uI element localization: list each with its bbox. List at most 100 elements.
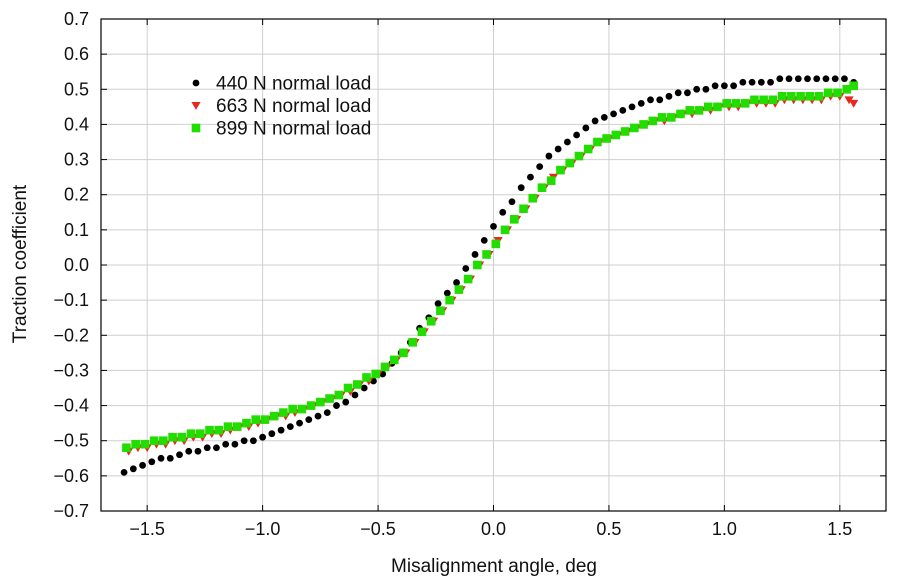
data-point (676, 109, 685, 119)
y-tick-label: −0.1 (53, 290, 89, 310)
data-point (519, 204, 528, 214)
data-point (647, 96, 654, 104)
data-point (297, 404, 307, 414)
data-point (305, 416, 313, 424)
data-point (223, 422, 233, 431)
data-point (342, 398, 350, 406)
data-point (602, 134, 611, 143)
data-point (480, 237, 488, 244)
data-point (351, 391, 359, 399)
data-point (185, 447, 193, 455)
data-point (380, 362, 390, 372)
data-point (148, 458, 156, 466)
data-point (750, 95, 759, 105)
data-point (194, 447, 202, 455)
data-point (656, 96, 664, 104)
data-point (849, 99, 859, 108)
legend-marker (191, 123, 201, 133)
data-point (260, 415, 270, 424)
data-point (684, 89, 691, 97)
data-point (713, 102, 722, 112)
y-tick-label: 0.5 (64, 79, 89, 99)
data-point (785, 75, 793, 83)
x-tick-label: −0.5 (360, 519, 396, 539)
data-point (240, 437, 248, 445)
data-point (814, 92, 824, 101)
data-point (443, 289, 451, 297)
data-point (833, 88, 842, 98)
x-tick-label: 0.0 (481, 519, 506, 539)
data-point (334, 390, 344, 400)
data-point (222, 440, 230, 448)
data-point (205, 425, 214, 435)
data-point (232, 422, 242, 431)
data-point (120, 468, 128, 476)
data-point (509, 215, 519, 224)
data-point (279, 408, 288, 417)
data-point (249, 437, 257, 445)
data-point (591, 117, 599, 125)
data-point (841, 75, 848, 83)
y-tick-labels: −0.7 −0.6 −0.5 −0.4 −0.3 −0.2 −0.1 0.0 0.1 0.2 0.3… (53, 9, 89, 521)
data-point (306, 401, 316, 410)
data-point (389, 355, 399, 365)
data-point (473, 260, 482, 270)
data-point (730, 82, 738, 90)
data-point (666, 113, 676, 122)
data-point (314, 412, 322, 420)
data-point (528, 193, 538, 203)
data-point (574, 151, 584, 161)
data-point (159, 436, 168, 446)
data-point (740, 99, 750, 108)
data-point (813, 75, 821, 83)
data-point (767, 78, 774, 86)
data-point (408, 338, 417, 347)
y-tick-label: −0.7 (53, 501, 89, 521)
data-point (722, 99, 731, 108)
data-point (434, 300, 442, 308)
data-point (453, 279, 460, 286)
data-point (757, 78, 765, 86)
data-point (242, 418, 251, 428)
data-point (122, 443, 131, 453)
data-point (565, 158, 574, 168)
data-point (286, 423, 294, 431)
data-point (129, 465, 137, 473)
data-point (259, 433, 267, 441)
y-tick-label: 0.1 (64, 220, 89, 240)
data-point (648, 116, 658, 126)
data-point (593, 137, 602, 147)
y-tick-label: 0.7 (64, 9, 89, 29)
data-point (499, 208, 507, 216)
data-point (639, 120, 648, 129)
data-point (748, 78, 756, 86)
data-point (776, 75, 784, 83)
data-point (527, 173, 534, 181)
data-point (176, 451, 183, 459)
data-point (637, 99, 645, 107)
data-point (352, 380, 362, 389)
data-point (693, 85, 701, 93)
data-point (796, 92, 805, 101)
data-point (177, 432, 187, 442)
data-point (214, 425, 224, 435)
data-point (251, 415, 260, 424)
y-tick-label: 0.4 (64, 114, 89, 134)
series-square (122, 81, 858, 453)
data-point (325, 394, 334, 403)
y-tick-label: 0.6 (64, 44, 89, 64)
data-point (316, 397, 325, 407)
data-point (731, 99, 741, 108)
data-point (131, 439, 140, 449)
data-point (628, 103, 636, 111)
data-point (462, 265, 470, 272)
y-tick-label: −0.6 (53, 466, 89, 486)
data-point (157, 454, 165, 462)
data-point (702, 85, 710, 93)
data-point (759, 95, 768, 105)
data-point (582, 124, 590, 132)
x-tick-label: 1.0 (712, 519, 737, 539)
y-tick-label: 0.0 (64, 255, 89, 275)
